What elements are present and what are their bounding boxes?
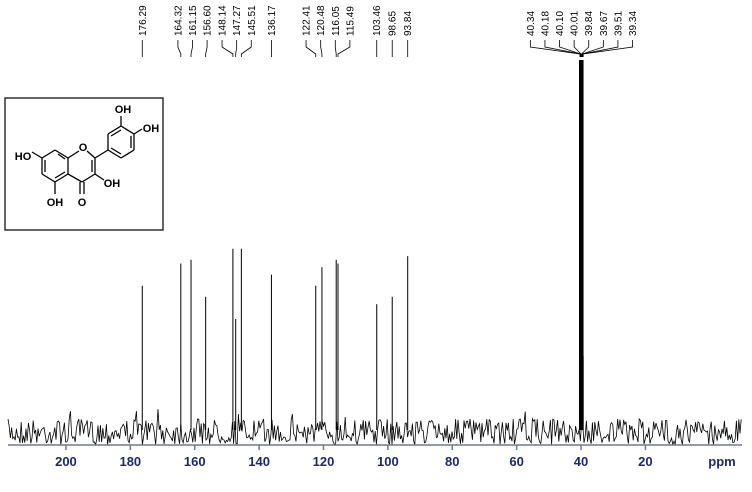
peak-label: 115.49 bbox=[345, 6, 356, 36]
peak-label: 161.15 bbox=[188, 5, 199, 36]
peak-leader bbox=[581, 40, 604, 57]
peak-leader bbox=[581, 40, 590, 57]
peak-leader bbox=[240, 40, 252, 57]
structure: OH OH HO O OH OH O bbox=[4, 97, 164, 231]
peak-label: 148.14 bbox=[218, 5, 229, 36]
peak-leader bbox=[337, 40, 351, 57]
x-tick-label: 140 bbox=[248, 454, 270, 469]
peak-leader bbox=[177, 40, 182, 57]
peak-label: 122.41 bbox=[302, 5, 313, 36]
peak-leader bbox=[221, 40, 234, 57]
structure-box bbox=[4, 97, 164, 231]
atom-label: OH bbox=[104, 178, 121, 190]
atom-label: OH bbox=[115, 104, 132, 116]
peak-label: 116.05 bbox=[331, 6, 342, 36]
x-tick-label: 180 bbox=[119, 454, 141, 469]
peak-label: 40.18 bbox=[540, 11, 551, 36]
peak-leader bbox=[320, 40, 323, 57]
peak-label: 176.29 bbox=[138, 5, 149, 36]
x-tick-label: 80 bbox=[445, 454, 459, 469]
x-tick-label: 100 bbox=[377, 454, 399, 469]
peak-label: 164.32 bbox=[173, 5, 184, 36]
peak-leader bbox=[559, 40, 582, 57]
peak-label: 103.46 bbox=[372, 5, 383, 36]
x-tick-label: 20 bbox=[638, 454, 652, 469]
x-tick-label: 160 bbox=[184, 454, 206, 469]
peak-label: 39.51 bbox=[613, 11, 624, 36]
peak-label: 156.60 bbox=[203, 5, 214, 36]
peak-label: 39.84 bbox=[584, 11, 595, 36]
peak-leader bbox=[235, 40, 238, 57]
peak-label: 93.84 bbox=[403, 11, 414, 36]
peak-leader bbox=[582, 40, 633, 57]
atom-label: OH bbox=[143, 123, 160, 135]
peak-leader bbox=[305, 40, 317, 57]
x-tick-label: 200 bbox=[55, 454, 77, 469]
peak-leader bbox=[573, 40, 582, 57]
peak-leader bbox=[529, 40, 581, 57]
peak-label: 40.10 bbox=[555, 11, 566, 36]
noise bbox=[7, 409, 742, 447]
atom-label: HO bbox=[15, 151, 32, 163]
peak-leader bbox=[582, 40, 619, 57]
x-tick-label: 40 bbox=[574, 454, 588, 469]
peak-label: 39.34 bbox=[628, 11, 639, 36]
peak-label: 147.27 bbox=[232, 5, 243, 36]
peak-label: 120.48 bbox=[316, 5, 327, 36]
x-tick-label: 120 bbox=[313, 454, 335, 469]
peak-label: 40.34 bbox=[526, 11, 537, 36]
peak-leader bbox=[205, 40, 208, 57]
peak-leader bbox=[190, 40, 193, 57]
peak-label: 39.67 bbox=[599, 11, 610, 36]
x-axis-label: ppm bbox=[708, 454, 735, 469]
peak-label: 98.65 bbox=[388, 11, 399, 36]
peak-label: 40.01 bbox=[570, 11, 581, 36]
atom-label: O bbox=[79, 142, 88, 154]
peak-label: 136.17 bbox=[267, 5, 278, 36]
x-tick-label: 60 bbox=[509, 454, 523, 469]
atom-label: O bbox=[78, 197, 87, 209]
peak-leader bbox=[334, 40, 337, 57]
peak-label: 145.51 bbox=[247, 5, 258, 36]
atom-label: OH bbox=[47, 197, 64, 209]
